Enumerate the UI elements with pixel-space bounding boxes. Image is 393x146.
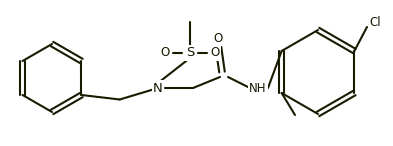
Text: O: O	[210, 46, 220, 60]
Text: O: O	[213, 32, 222, 45]
Text: Cl: Cl	[369, 15, 381, 28]
Text: NH: NH	[249, 81, 267, 94]
Text: N: N	[153, 81, 163, 94]
Text: S: S	[186, 46, 194, 60]
Text: O: O	[160, 46, 170, 60]
